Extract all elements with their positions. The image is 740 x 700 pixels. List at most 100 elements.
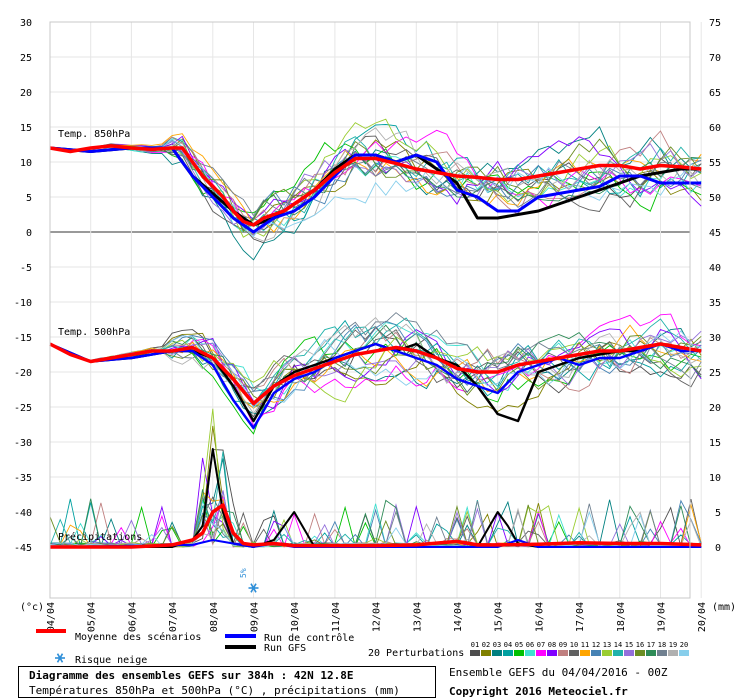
- member-swatch: [591, 650, 601, 656]
- footer-subtitle: Températures 850hPa et 500hPa (°C) , pré…: [29, 684, 400, 697]
- left-axis-unit: (°c): [20, 602, 44, 613]
- x-tick-label: 11/04: [331, 602, 342, 632]
- member-swatch: [580, 650, 590, 656]
- x-tick-label: 05/04: [87, 602, 98, 632]
- legend-snow-label: Risque neige: [75, 655, 147, 666]
- member-12-t850-line: [49, 139, 702, 224]
- member-id-label: 02: [482, 641, 490, 649]
- member-id-label: 09: [559, 641, 567, 649]
- x-tick-label: 09/04: [250, 602, 261, 632]
- right-tick-label: 0: [715, 543, 721, 554]
- left-tick-label: 25: [20, 53, 32, 64]
- member-id-label: 01: [471, 641, 479, 649]
- member-swatch: [503, 650, 513, 656]
- left-tick-label: -30: [14, 438, 32, 449]
- member-swatch: [679, 650, 689, 656]
- right-tick-label: 50: [709, 193, 721, 204]
- x-tick-label: 14/04: [453, 602, 464, 632]
- right-axis-unit: (mm): [712, 602, 736, 613]
- right-tick-label: 10: [709, 473, 721, 484]
- member-swatch: [492, 650, 502, 656]
- legend-perturbations-label: 20 Perturbations: [368, 648, 464, 659]
- grid: [49, 21, 702, 598]
- legend-control-label: Run de contrôle: [264, 632, 354, 644]
- member-swatch: [547, 650, 557, 656]
- legend-gfs-label: Run GFS: [264, 643, 306, 654]
- right-tick-label: 60: [709, 123, 721, 134]
- t850-mean-line: [49, 144, 702, 227]
- left-tick-label: -45: [14, 543, 32, 554]
- x-tick-label: 06/04: [127, 602, 138, 632]
- member-swatch: [646, 650, 656, 656]
- member-id-label: 06: [526, 641, 534, 649]
- member-swatch: [613, 650, 623, 656]
- member-id-label: 10: [570, 641, 578, 649]
- member-07-t850-line: [49, 129, 702, 225]
- right-tick-label: 35: [709, 298, 721, 309]
- member-id-label: 14: [614, 641, 622, 649]
- member-id-label: 17: [647, 641, 655, 649]
- panel-label-t500: Temp. 500hPa: [58, 327, 130, 338]
- axes: 302520151050-5-10-15-20-25-30-35-40-4575…: [14, 18, 721, 632]
- run-info: Ensemble GEFS du 04/04/2016 - 00Z: [449, 666, 668, 679]
- right-tick-label: 40: [709, 263, 721, 274]
- left-tick-label: 10: [20, 158, 32, 169]
- left-tick-label: -15: [14, 333, 32, 344]
- member-id-label: 16: [636, 641, 644, 649]
- legend-mean-label: Moyenne des scénarios: [75, 631, 201, 643]
- left-tick-label: -20: [14, 368, 32, 379]
- member-id-label: 15: [625, 641, 633, 649]
- x-tick-label: 10/04: [290, 602, 301, 632]
- footer-title: Diagramme des ensembles GEFS sur 384h : …: [29, 669, 354, 682]
- x-tick-label: 17/04: [575, 602, 586, 632]
- t500-mean-line: [49, 342, 702, 406]
- right-tick-label: 30: [709, 333, 721, 344]
- plot-frame: [49, 21, 691, 599]
- left-tick-label: 0: [26, 228, 32, 239]
- member-swatch: [657, 650, 667, 656]
- member-swatch: [569, 650, 579, 656]
- member-id-label: 18: [658, 641, 666, 649]
- left-tick-label: 5: [26, 193, 32, 204]
- member-id-label: 12: [592, 641, 600, 649]
- left-tick-label: -35: [14, 473, 32, 484]
- left-tick-label: 20: [20, 88, 32, 99]
- right-tick-label: 45: [709, 228, 721, 239]
- member-id-label: 05: [515, 641, 523, 649]
- member-id-label: 11: [581, 641, 589, 649]
- x-tick-label: 16/04: [534, 602, 545, 632]
- x-tick-label: 19/04: [657, 602, 668, 632]
- right-tick-label: 75: [709, 18, 721, 29]
- x-tick-label: 04/04: [46, 602, 57, 632]
- left-tick-label: 15: [20, 123, 32, 134]
- x-tick-label: 07/04: [168, 602, 179, 632]
- right-tick-label: 70: [709, 53, 721, 64]
- left-tick-label: -10: [14, 298, 32, 309]
- snow-percent-label: 5%: [239, 568, 248, 578]
- member-swatch: [624, 650, 634, 656]
- x-tick-label: 13/04: [412, 602, 423, 632]
- left-tick-label: -40: [14, 508, 32, 519]
- member-id-label: 19: [669, 641, 677, 649]
- legend-snow-icon: [55, 653, 65, 663]
- member-swatch: [470, 650, 480, 656]
- right-tick-label: 65: [709, 88, 721, 99]
- member-swatch: [481, 650, 491, 656]
- member-swatch: [536, 650, 546, 656]
- snow-marker-icon: [248, 583, 259, 593]
- x-tick-label: 18/04: [616, 602, 627, 632]
- panel-label-t850: Temp. 850hPa: [58, 129, 130, 140]
- t850-control-line: [49, 146, 702, 234]
- member-swatch: [602, 650, 612, 656]
- member-id-label: 03: [493, 641, 501, 649]
- right-tick-label: 25: [709, 368, 721, 379]
- x-tick-label: 12/04: [372, 602, 383, 632]
- footer-box: Diagramme des ensembles GEFS sur 384h : …: [18, 666, 436, 698]
- member-swatch: [635, 650, 645, 656]
- right-tick-label: 15: [709, 438, 721, 449]
- left-tick-label: 30: [20, 18, 32, 29]
- member-03-t850-line: [49, 125, 702, 261]
- legend-graphics: 01 02 03 04 05 06 07 08 09 10 11 12 13 14 15 16 17 18 19 20: [36, 583, 689, 663]
- precip-mean-line: [50, 503, 702, 549]
